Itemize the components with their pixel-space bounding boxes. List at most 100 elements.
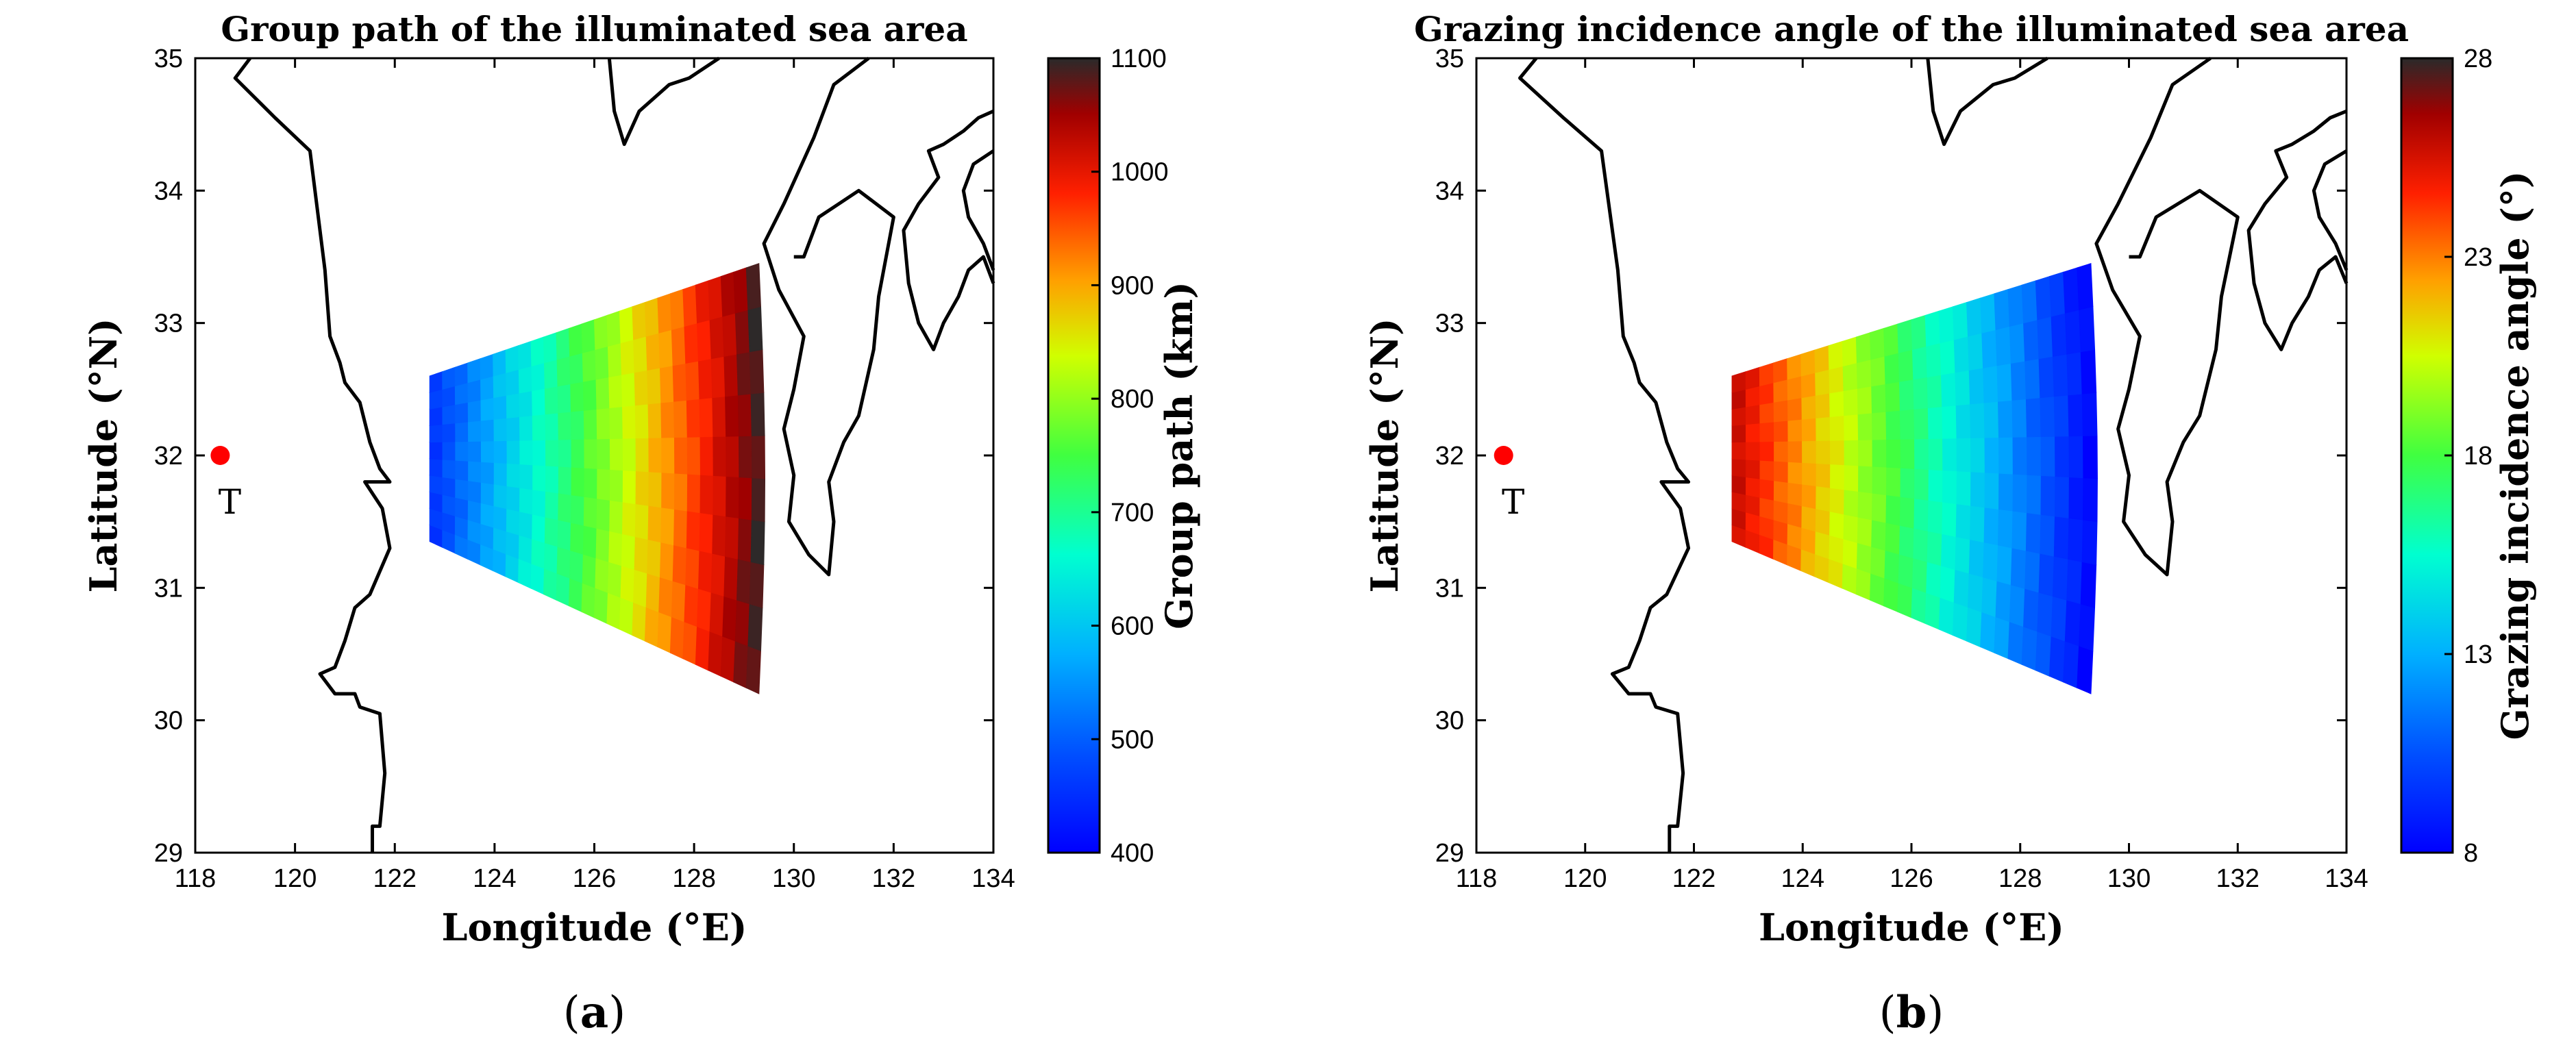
sector-cell [645, 332, 660, 371]
sector-cell [659, 365, 675, 403]
sector-cell [1952, 301, 1969, 340]
sector-cell [558, 411, 572, 440]
sector-cell [429, 475, 443, 495]
sector-cell [571, 494, 585, 526]
sector-cell [1857, 412, 1873, 440]
sector-cell [712, 396, 727, 437]
sector-cell [673, 436, 689, 475]
sector-cell [1898, 379, 1915, 411]
sector-cell [671, 580, 686, 623]
chart-title: Grazing incidence angle of the illuminat… [1414, 9, 2409, 49]
sector-cell [619, 306, 634, 344]
sector-cell [1872, 466, 1887, 496]
sector-cell [480, 502, 495, 528]
sector-cell [531, 362, 545, 392]
sector-cell [1924, 592, 1941, 630]
sector-cell [493, 484, 508, 510]
sector-cell [720, 271, 736, 317]
sector-cell [698, 550, 713, 593]
sector-cell [455, 478, 469, 501]
sector-cell [493, 394, 508, 420]
sector-cell [684, 584, 699, 627]
sector-cell [1980, 293, 1996, 334]
sector-cell [1872, 439, 1887, 468]
sector-cell [1829, 365, 1844, 394]
sector-cell [737, 393, 752, 437]
sector-cell [2037, 316, 2053, 360]
sector-cell [1897, 582, 1913, 618]
sector-cell [1745, 404, 1761, 425]
sector-cell [609, 468, 624, 503]
sector-cell [609, 438, 624, 471]
coastline [1518, 56, 2349, 853]
chart-title: Group path of the illuminated sea area [221, 9, 967, 49]
sector-cell [1855, 568, 1872, 601]
sector-cell [2052, 353, 2069, 397]
sector-cell [1844, 414, 1859, 441]
sector-cell [669, 616, 685, 660]
sector-cell [569, 577, 583, 613]
sector-cell [1885, 494, 1901, 526]
sector-cell [1870, 327, 1885, 360]
sector-cell [1800, 349, 1816, 377]
x-tick-label: 132 [2216, 864, 2259, 893]
sector-cell [1928, 468, 1944, 503]
sector-cell [595, 345, 610, 380]
sector-cell [1773, 420, 1789, 442]
sector-cell [2068, 435, 2084, 479]
sector-cell [1857, 490, 1873, 520]
sector-cell [506, 440, 521, 465]
x-tick-label: 126 [1890, 864, 1933, 893]
sector-cell [658, 577, 673, 618]
sector-cell [2068, 393, 2084, 437]
sector-cell [635, 471, 649, 506]
sector-cell [1981, 329, 1998, 368]
sector-cell [722, 312, 738, 357]
sector-cell [480, 523, 495, 550]
sector-cell [506, 531, 520, 560]
sector-cell [1856, 542, 1872, 574]
sector-cell [733, 267, 749, 314]
sector-cell [686, 398, 701, 438]
sector-cell [1956, 437, 1972, 473]
sector-cell [1984, 437, 2000, 474]
x-tick-label: 124 [473, 864, 516, 893]
sector-cell [1801, 505, 1817, 532]
colorbar-tick-label: 500 [1111, 725, 1154, 754]
sector-cell [620, 339, 635, 375]
sector-cell [609, 406, 623, 439]
sector-cell [543, 568, 558, 601]
y-tick-label: 31 [1435, 574, 1464, 603]
sector-cell [1998, 436, 2014, 475]
sector-cell [2024, 358, 2041, 400]
sector-cell [1926, 342, 1942, 378]
sector-cell [597, 468, 611, 501]
sector-cell [1731, 441, 1747, 460]
sector-cell [467, 480, 482, 504]
sector-cell [558, 466, 572, 496]
sector-cell [699, 512, 714, 554]
sector-cell [518, 534, 533, 564]
y-tick-label: 29 [1435, 839, 1464, 868]
sector-cell [1899, 496, 1916, 529]
sector-cell [2064, 599, 2081, 647]
sector-cell [608, 374, 623, 409]
sector-cell [1872, 411, 1887, 440]
y-tick-label: 34 [1435, 177, 1464, 205]
sector-cell [1926, 561, 1942, 599]
sector-cell [1970, 437, 1985, 473]
sector-cell [1994, 616, 2010, 660]
sector-cell [1759, 441, 1775, 462]
colorbar [1047, 57, 1101, 854]
sector-cell [723, 353, 739, 397]
sector-cell [1787, 523, 1803, 550]
sector-cell [733, 640, 749, 689]
sector-cell [635, 437, 649, 473]
sector-cell [660, 507, 675, 546]
sector-cell [571, 410, 585, 440]
sector-cell [658, 329, 673, 368]
sector-cell [1858, 465, 1873, 494]
sector-cell [569, 323, 583, 357]
sector-cell [429, 441, 443, 460]
sector-cell [557, 383, 572, 414]
